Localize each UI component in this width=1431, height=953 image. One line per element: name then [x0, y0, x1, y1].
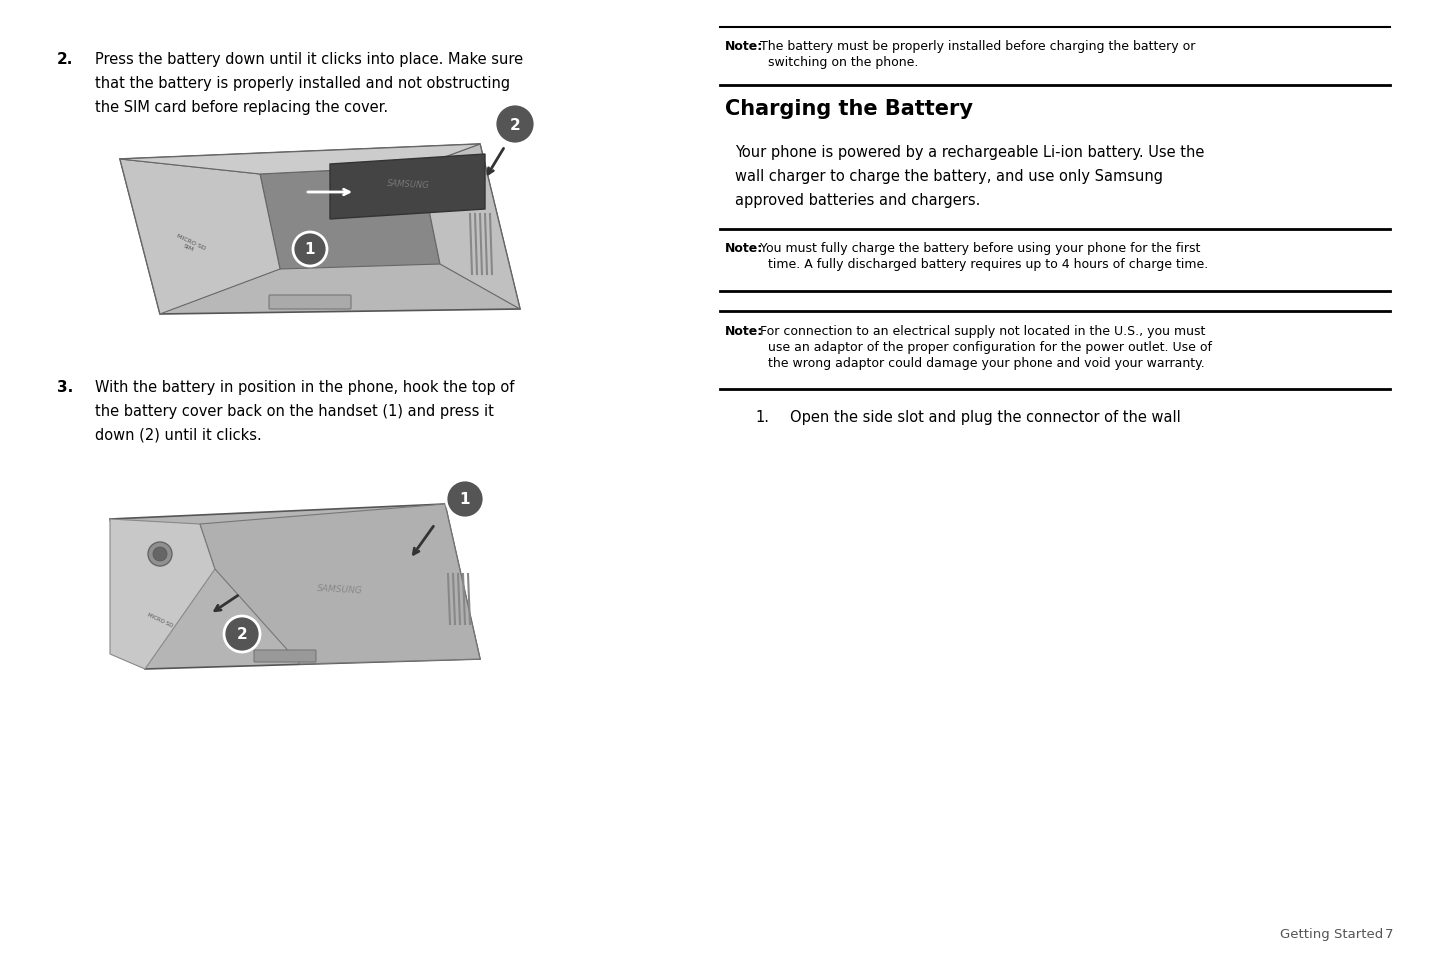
- Text: SAMSUNG: SAMSUNG: [386, 179, 429, 191]
- Text: approved batteries and chargers.: approved batteries and chargers.: [736, 193, 980, 208]
- Text: Note:: Note:: [726, 325, 763, 337]
- Text: SAMSUNG: SAMSUNG: [316, 583, 363, 595]
- Text: Note:: Note:: [726, 40, 763, 53]
- Circle shape: [293, 233, 328, 267]
- Text: wall charger to charge the battery, and use only Samsung: wall charger to charge the battery, and …: [736, 169, 1163, 184]
- Polygon shape: [110, 519, 215, 669]
- Text: the battery cover back on the handset (1) and press it: the battery cover back on the handset (1…: [94, 403, 494, 418]
- Text: that the battery is properly installed and not obstructing: that the battery is properly installed a…: [94, 76, 509, 91]
- Text: 7: 7: [1385, 927, 1394, 940]
- Circle shape: [153, 547, 167, 561]
- Text: 2: 2: [509, 117, 521, 132]
- Text: 3.: 3.: [57, 379, 73, 395]
- Text: MICRO SD: MICRO SD: [146, 611, 173, 627]
- Text: 1.: 1.: [756, 410, 768, 424]
- Text: Charging the Battery: Charging the Battery: [726, 99, 973, 119]
- Polygon shape: [331, 154, 485, 220]
- Text: use an adaptor of the proper configuration for the power outlet. Use of: use an adaptor of the proper configurati…: [768, 340, 1212, 354]
- Text: switching on the phone.: switching on the phone.: [768, 56, 919, 69]
- Circle shape: [225, 617, 260, 652]
- Text: For connection to an electrical supply not located in the U.S., you must: For connection to an electrical supply n…: [756, 325, 1205, 337]
- Polygon shape: [200, 504, 479, 664]
- Polygon shape: [260, 167, 439, 270]
- Text: 1: 1: [459, 492, 471, 507]
- Circle shape: [495, 105, 535, 145]
- Text: the SIM card before replacing the cover.: the SIM card before replacing the cover.: [94, 100, 388, 115]
- Text: With the battery in position in the phone, hook the top of: With the battery in position in the phon…: [94, 379, 514, 395]
- Text: You must fully charge the battery before using your phone for the first: You must fully charge the battery before…: [756, 242, 1201, 254]
- Text: MICRO SD
SIM: MICRO SD SIM: [173, 233, 207, 256]
- Text: Your phone is powered by a rechargeable Li-ion battery. Use the: Your phone is powered by a rechargeable …: [736, 145, 1205, 160]
- Text: The battery must be properly installed before charging the battery or: The battery must be properly installed b…: [756, 40, 1195, 53]
- Circle shape: [147, 542, 172, 566]
- Polygon shape: [421, 145, 519, 310]
- Polygon shape: [120, 145, 519, 314]
- Text: time. A fully discharged battery requires up to 4 hours of charge time.: time. A fully discharged battery require…: [768, 257, 1208, 271]
- FancyBboxPatch shape: [269, 295, 351, 310]
- Text: 2.: 2.: [57, 52, 73, 67]
- Text: 1: 1: [305, 242, 315, 257]
- Text: Press the battery down until it clicks into place. Make sure: Press the battery down until it clicks i…: [94, 52, 524, 67]
- Polygon shape: [120, 160, 280, 314]
- Text: the wrong adaptor could damage your phone and void your warranty.: the wrong adaptor could damage your phon…: [768, 356, 1205, 370]
- FancyBboxPatch shape: [253, 650, 316, 662]
- Text: Getting Started: Getting Started: [1279, 927, 1384, 940]
- Text: Open the side slot and plug the connector of the wall: Open the side slot and plug the connecto…: [790, 410, 1181, 424]
- Text: 2: 2: [236, 627, 248, 641]
- Text: Note:: Note:: [726, 242, 763, 254]
- Text: down (2) until it clicks.: down (2) until it clicks.: [94, 428, 262, 442]
- Polygon shape: [120, 145, 479, 174]
- Circle shape: [446, 480, 484, 518]
- Polygon shape: [110, 504, 479, 669]
